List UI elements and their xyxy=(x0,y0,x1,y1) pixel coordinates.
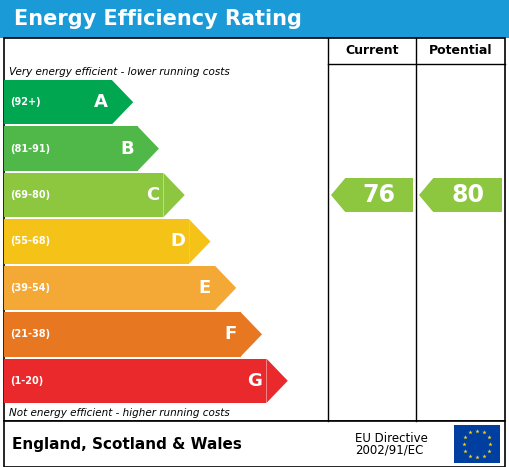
Text: England, Scotland & Wales: England, Scotland & Wales xyxy=(12,437,242,452)
Polygon shape xyxy=(215,266,236,310)
Text: 2002/91/EC: 2002/91/EC xyxy=(355,444,423,457)
Bar xyxy=(4,266,215,310)
Text: 76: 76 xyxy=(362,183,395,207)
Text: B: B xyxy=(120,140,134,158)
Text: (92+): (92+) xyxy=(10,97,41,107)
Bar xyxy=(4,127,137,171)
Text: Current: Current xyxy=(345,44,399,57)
Polygon shape xyxy=(163,173,185,217)
Bar xyxy=(345,178,413,212)
Text: EU Directive: EU Directive xyxy=(355,432,428,445)
Text: 80: 80 xyxy=(451,183,484,207)
Text: D: D xyxy=(170,233,185,250)
Polygon shape xyxy=(241,312,262,357)
Bar xyxy=(4,359,266,403)
Text: (81-91): (81-91) xyxy=(10,144,50,154)
Text: (55-68): (55-68) xyxy=(10,236,50,247)
Polygon shape xyxy=(189,219,211,264)
Text: Potential: Potential xyxy=(429,44,492,57)
Text: (1-20): (1-20) xyxy=(10,376,43,386)
Bar xyxy=(4,421,505,467)
Text: Not energy efficient - higher running costs: Not energy efficient - higher running co… xyxy=(9,408,230,418)
Text: (21-38): (21-38) xyxy=(10,329,50,340)
Bar xyxy=(4,173,163,217)
Text: (69-80): (69-80) xyxy=(10,190,50,200)
Bar xyxy=(4,312,241,357)
Bar xyxy=(433,178,502,212)
Polygon shape xyxy=(331,178,345,212)
Text: C: C xyxy=(146,186,159,204)
Bar xyxy=(4,219,189,264)
Text: (39-54): (39-54) xyxy=(10,283,50,293)
Polygon shape xyxy=(112,80,133,124)
Bar xyxy=(454,425,500,463)
Polygon shape xyxy=(419,178,433,212)
Bar xyxy=(4,38,505,421)
Text: Energy Efficiency Rating: Energy Efficiency Rating xyxy=(14,9,302,29)
Bar xyxy=(4,80,112,124)
Text: A: A xyxy=(94,93,108,111)
Polygon shape xyxy=(137,127,159,171)
Text: E: E xyxy=(199,279,211,297)
Text: G: G xyxy=(247,372,263,390)
Bar xyxy=(0,0,509,38)
Text: Very energy efficient - lower running costs: Very energy efficient - lower running co… xyxy=(9,67,230,77)
Text: F: F xyxy=(224,325,237,343)
Polygon shape xyxy=(266,359,288,403)
